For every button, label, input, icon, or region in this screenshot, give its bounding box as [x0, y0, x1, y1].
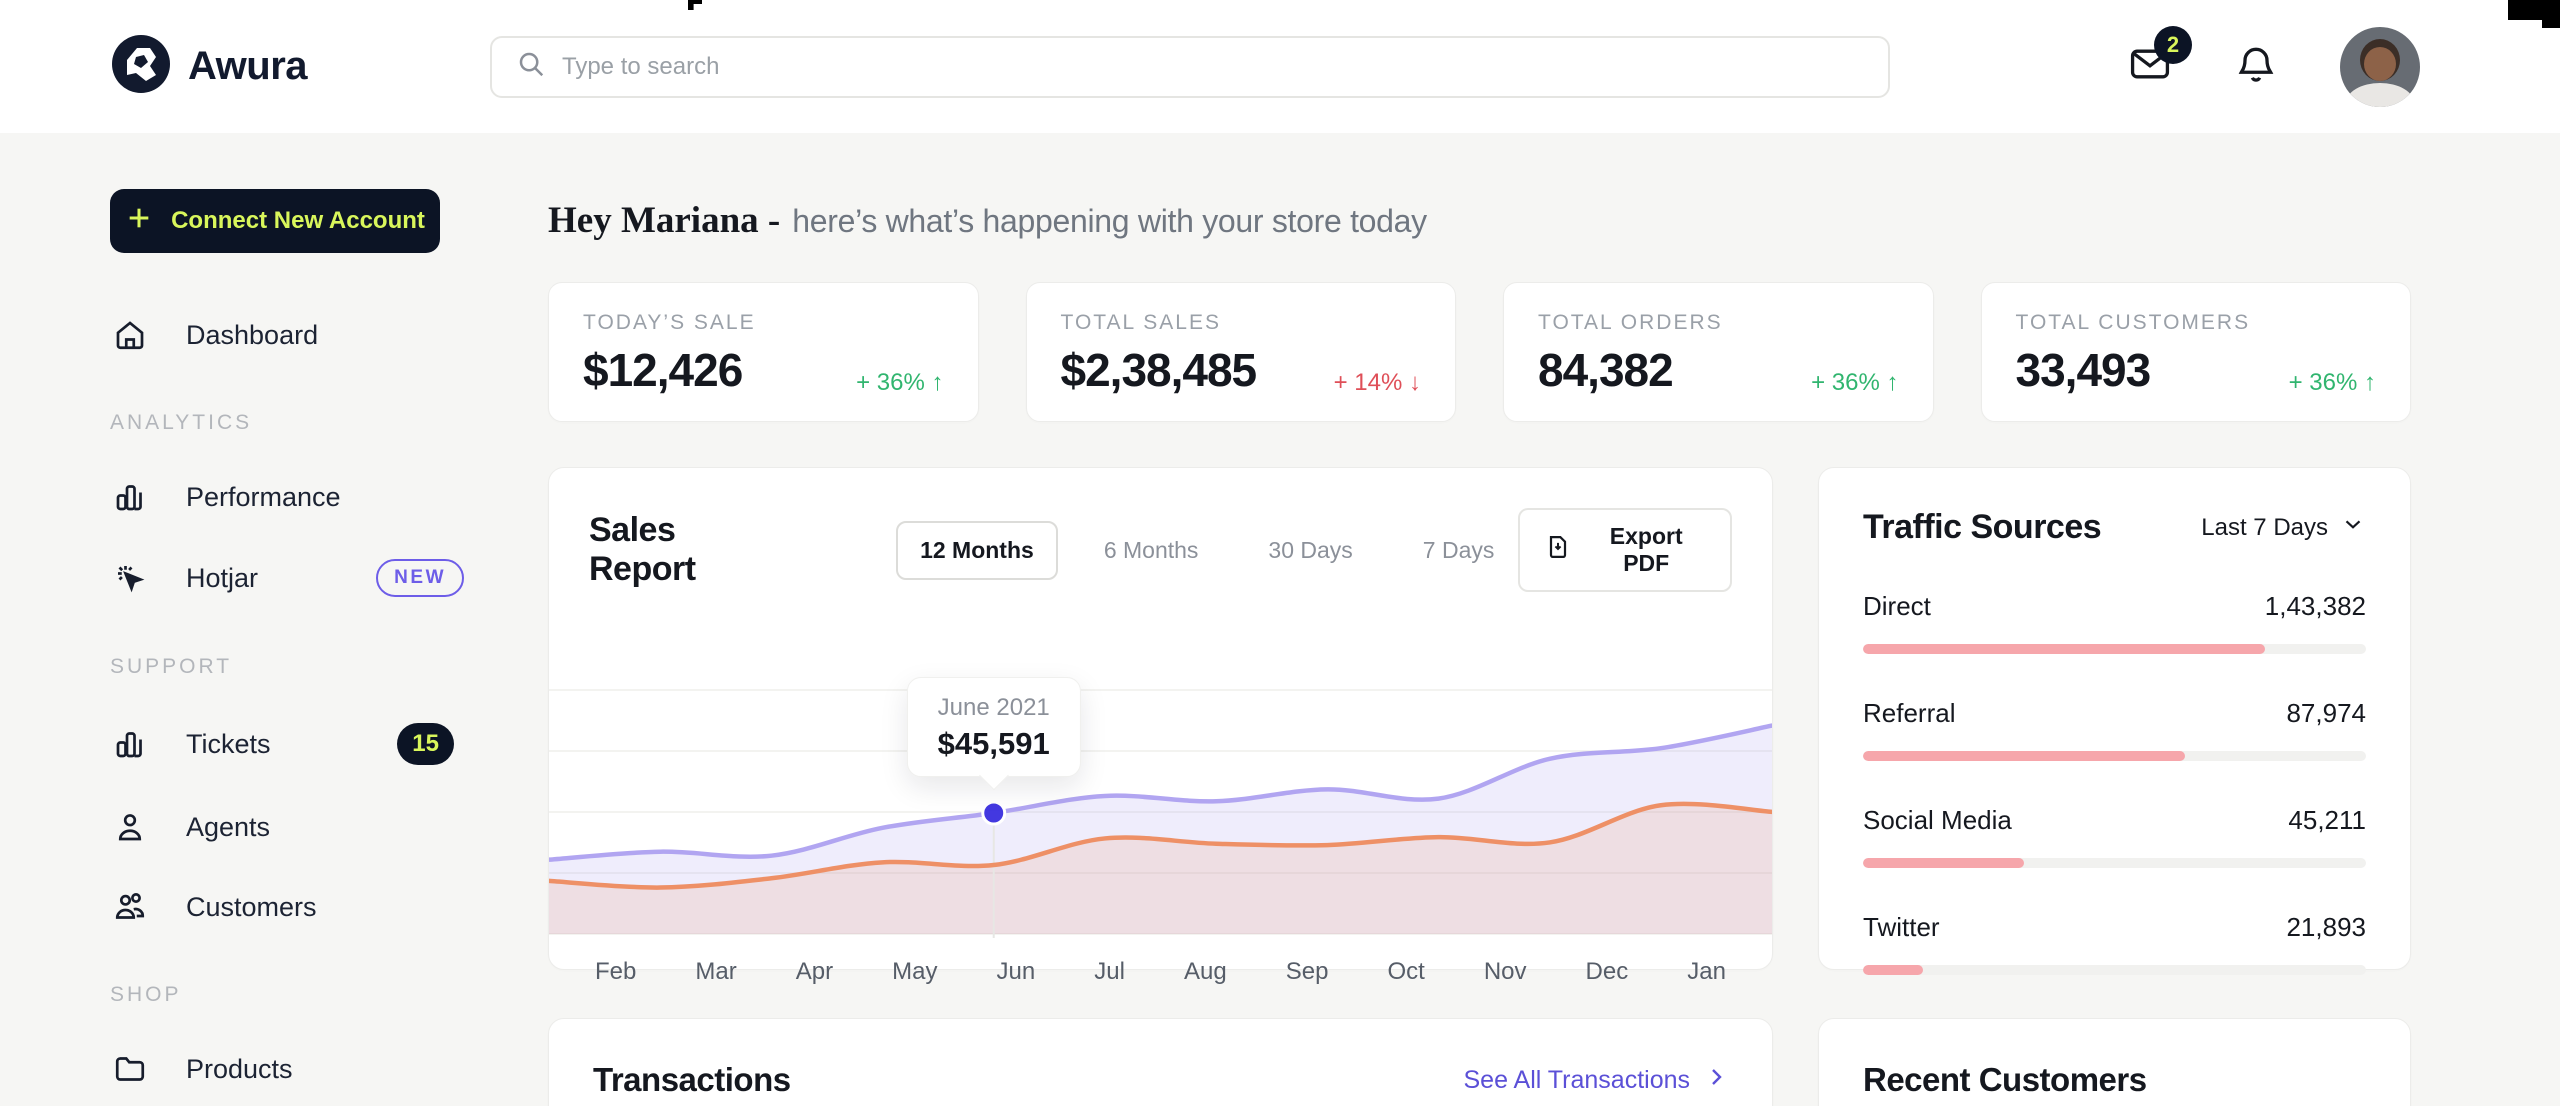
bar-chart-icon — [110, 479, 150, 515]
export-pdf-button[interactable]: Export PDF — [1518, 508, 1732, 592]
chart-x-axis: Feb Mar Apr May Jun Jul Aug Sep Oct Nov … — [595, 958, 1726, 985]
sidebar-item-products[interactable]: Products — [110, 1051, 490, 1087]
sidebar-item-agents[interactable]: Agents — [110, 809, 490, 845]
chart-tooltip: June 2021 $45,591 — [906, 676, 1081, 777]
traffic-row-twitter: Twitter 21,893 — [1863, 912, 2366, 975]
stat-delta: + 36% ↑ — [2288, 369, 2376, 396]
awura-logo-icon — [110, 33, 172, 100]
tooltip-value: $45,591 — [937, 725, 1050, 761]
progress-fill — [1863, 965, 1924, 975]
see-all-transactions-link[interactable]: See All Transactions — [1463, 1065, 1728, 1096]
stat-card-todays-sale: TODAY’S SALE $12,426 + 36% ↑ — [548, 282, 979, 422]
tickets-count-badge: 15 — [397, 723, 454, 765]
stat-delta: + 14% ↓ — [1333, 369, 1421, 396]
stat-card-total-sales: TOTAL SALES $2,38,485 + 14% ↓ — [1025, 282, 1456, 422]
brand-logo[interactable]: Awura — [110, 33, 490, 100]
stat-value: $2,38,485 — [1060, 344, 1258, 396]
chevron-right-icon — [1704, 1065, 1728, 1096]
traffic-row-direct: Direct 1,43,382 — [1863, 591, 2366, 654]
sales-report-panel: Sales Report 12 Months 6 Months 30 Days … — [548, 467, 1773, 985]
stat-value: 84,382 — [1538, 344, 1674, 396]
transactions-panel: Transactions See All Transactions Lorem … — [548, 1018, 1773, 1106]
tab-6-months[interactable]: 6 Months — [1103, 536, 1199, 563]
recent-customers-title: Recent Customers — [1863, 1061, 2147, 1098]
sidebar-item-performance[interactable]: Performance — [110, 479, 490, 515]
progress-track — [1863, 751, 2366, 761]
stat-card-total-customers: TOTAL CUSTOMERS 33,493 + 36% ↑ — [1980, 282, 2411, 422]
traffic-sources-panel: Traffic Sources Last 7 Days Direct 1,43,… — [1818, 467, 2411, 975]
screenshot-artifact-right — [2508, 0, 2560, 28]
home-icon — [110, 317, 150, 353]
stat-value: $12,426 — [583, 344, 743, 396]
greeting-subtitle: here’s what’s happening with your store … — [792, 203, 1427, 239]
user-avatar[interactable] — [2340, 26, 2420, 107]
tab-12-months[interactable]: 12 Months — [896, 520, 1058, 580]
recent-customers-panel: Recent Customers Lorem ipsum dolor sit a… — [1818, 1018, 2411, 1106]
progress-track — [1863, 858, 2366, 868]
progress-track — [1863, 965, 2366, 975]
mail-button[interactable]: 2 — [2128, 26, 2192, 91]
tab-30-days[interactable]: 30 Days — [1268, 536, 1353, 563]
chevron-down-icon — [2340, 511, 2366, 544]
progress-fill — [1863, 644, 2266, 654]
stat-label: TODAY’S SALE — [583, 311, 756, 334]
sidebar-section-support: SUPPORT — [110, 655, 233, 678]
bell-icon — [2234, 42, 2278, 91]
search-icon — [516, 49, 546, 84]
progress-track — [1863, 644, 2366, 654]
greeting: Hey Mariana - here’s what’s happening wi… — [548, 199, 2411, 242]
cursor-click-icon — [110, 560, 150, 596]
stat-delta: + 36% ↑ — [856, 369, 944, 396]
sidebar: Connect New Account Dashboard ANALYTICS … — [0, 133, 490, 1106]
connect-new-account-button[interactable]: Connect New Account — [110, 189, 440, 253]
screenshot-artifact-left — [688, 0, 710, 16]
search-input[interactable] — [562, 52, 1864, 81]
traffic-row-social-media: Social Media 45,211 — [1863, 805, 2366, 868]
stat-label: TOTAL ORDERS — [1538, 311, 1723, 334]
traffic-row-referral: Referral 87,974 — [1863, 698, 2366, 761]
new-badge: NEW — [376, 559, 464, 597]
sales-chart: June 2021 $45,591 — [549, 628, 1772, 938]
sidebar-item-customers[interactable]: Customers — [110, 889, 490, 925]
sales-report-title: Sales Report — [589, 511, 696, 588]
stat-card-total-orders: TOTAL ORDERS 84,382 + 36% ↑ — [1503, 282, 1934, 422]
stat-delta: + 36% ↑ — [1811, 369, 1899, 396]
search-box[interactable] — [490, 35, 1890, 98]
people-icon — [110, 889, 150, 925]
bar-chart-icon — [110, 726, 150, 762]
top-header: Awura 2 — [0, 0, 2560, 133]
sidebar-item-hotjar[interactable]: Hotjar NEW — [110, 559, 490, 597]
sales-chart-canvas — [549, 689, 1772, 938]
sidebar-section-shop: SHOP — [110, 983, 182, 1006]
sales-report-tabs: 12 Months 6 Months 30 Days 7 Days — [896, 520, 1518, 580]
stat-label: TOTAL CUSTOMERS — [2015, 311, 2251, 334]
sidebar-item-dashboard[interactable]: Dashboard — [110, 317, 490, 353]
file-download-icon — [1544, 533, 1572, 567]
stat-label: TOTAL SALES — [1060, 311, 1221, 334]
traffic-range-dropdown[interactable]: Last 7 Days — [2201, 511, 2366, 544]
stat-value: 33,493 — [2015, 344, 2152, 396]
progress-fill — [1863, 751, 2185, 761]
traffic-sources-title: Traffic Sources — [1863, 508, 2102, 546]
tab-7-days[interactable]: 7 Days — [1422, 536, 1495, 563]
progress-fill — [1863, 858, 2024, 868]
brand-name: Awura — [188, 44, 308, 88]
person-icon — [110, 809, 150, 845]
folder-icon — [110, 1051, 150, 1087]
sidebar-section-analytics: ANALYTICS — [110, 411, 253, 434]
transactions-title: Transactions — [593, 1061, 791, 1098]
mail-count-badge: 2 — [2154, 26, 2192, 64]
plus-icon — [125, 204, 153, 239]
greeting-title: Hey Mariana - — [548, 200, 781, 241]
tooltip-month: June 2021 — [937, 693, 1050, 721]
notifications-button[interactable] — [2234, 42, 2278, 91]
sidebar-item-tickets[interactable]: Tickets 15 — [110, 723, 490, 765]
